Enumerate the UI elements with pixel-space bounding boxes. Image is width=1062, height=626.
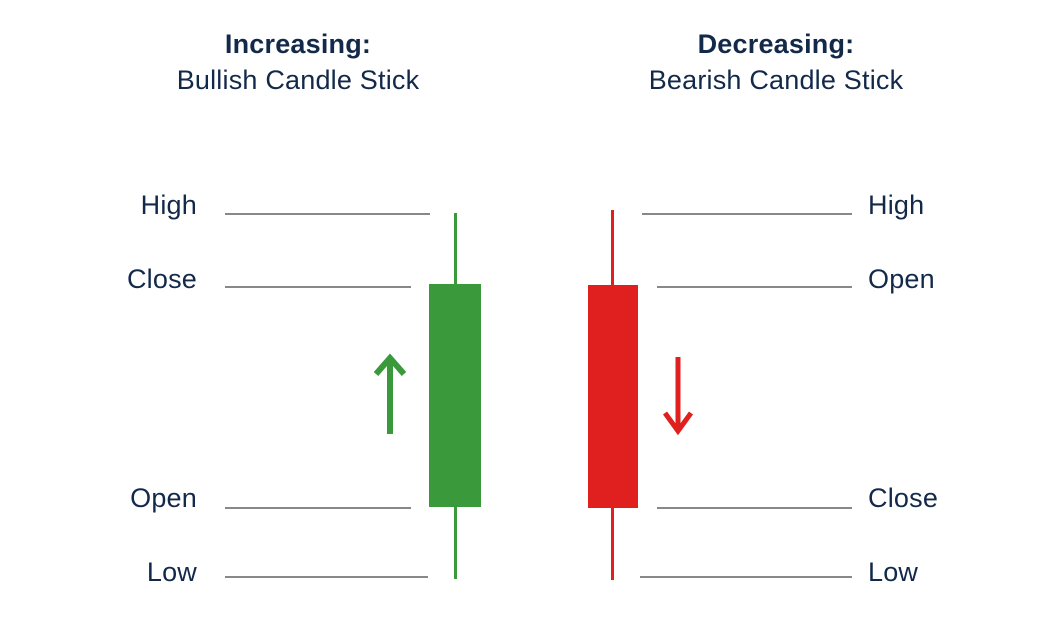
bearish-low-label: Low bbox=[868, 557, 919, 587]
down-arrow-icon bbox=[662, 357, 694, 436]
bearish-title-heading: Decreasing: bbox=[697, 29, 855, 59]
bearish-close-line bbox=[657, 507, 852, 509]
bullish-close-label: Close bbox=[126, 264, 197, 294]
bullish-low-label: Low bbox=[146, 557, 197, 587]
bearish-high-line bbox=[642, 213, 852, 215]
bullish-close-line bbox=[225, 286, 411, 288]
bullish-open-line bbox=[225, 507, 411, 509]
bullish-low-line bbox=[225, 576, 428, 578]
bearish-high-label: High bbox=[868, 190, 925, 220]
bearish-candle-body bbox=[588, 285, 638, 508]
bullish-high-label: High bbox=[140, 190, 197, 220]
bearish-title-subtitle: Bearish Candle Stick bbox=[648, 65, 904, 95]
bearish-open-label: Open bbox=[868, 264, 935, 294]
bullish-high-line bbox=[225, 213, 430, 215]
bearish-low-line bbox=[640, 576, 852, 578]
bullish-title-subtitle: Bullish Candle Stick bbox=[176, 65, 420, 95]
bullish-title: Increasing: Bullish Candle Stick bbox=[138, 26, 458, 98]
bullish-title-heading: Increasing: bbox=[224, 29, 372, 59]
up-arrow-icon bbox=[373, 353, 407, 434]
bearish-open-line bbox=[657, 286, 852, 288]
bearish-title: Decreasing: Bearish Candle Stick bbox=[616, 26, 936, 98]
bullish-open-label: Open bbox=[130, 483, 197, 513]
bearish-close-label: Close bbox=[868, 483, 939, 513]
bullish-candle-body bbox=[429, 284, 481, 507]
